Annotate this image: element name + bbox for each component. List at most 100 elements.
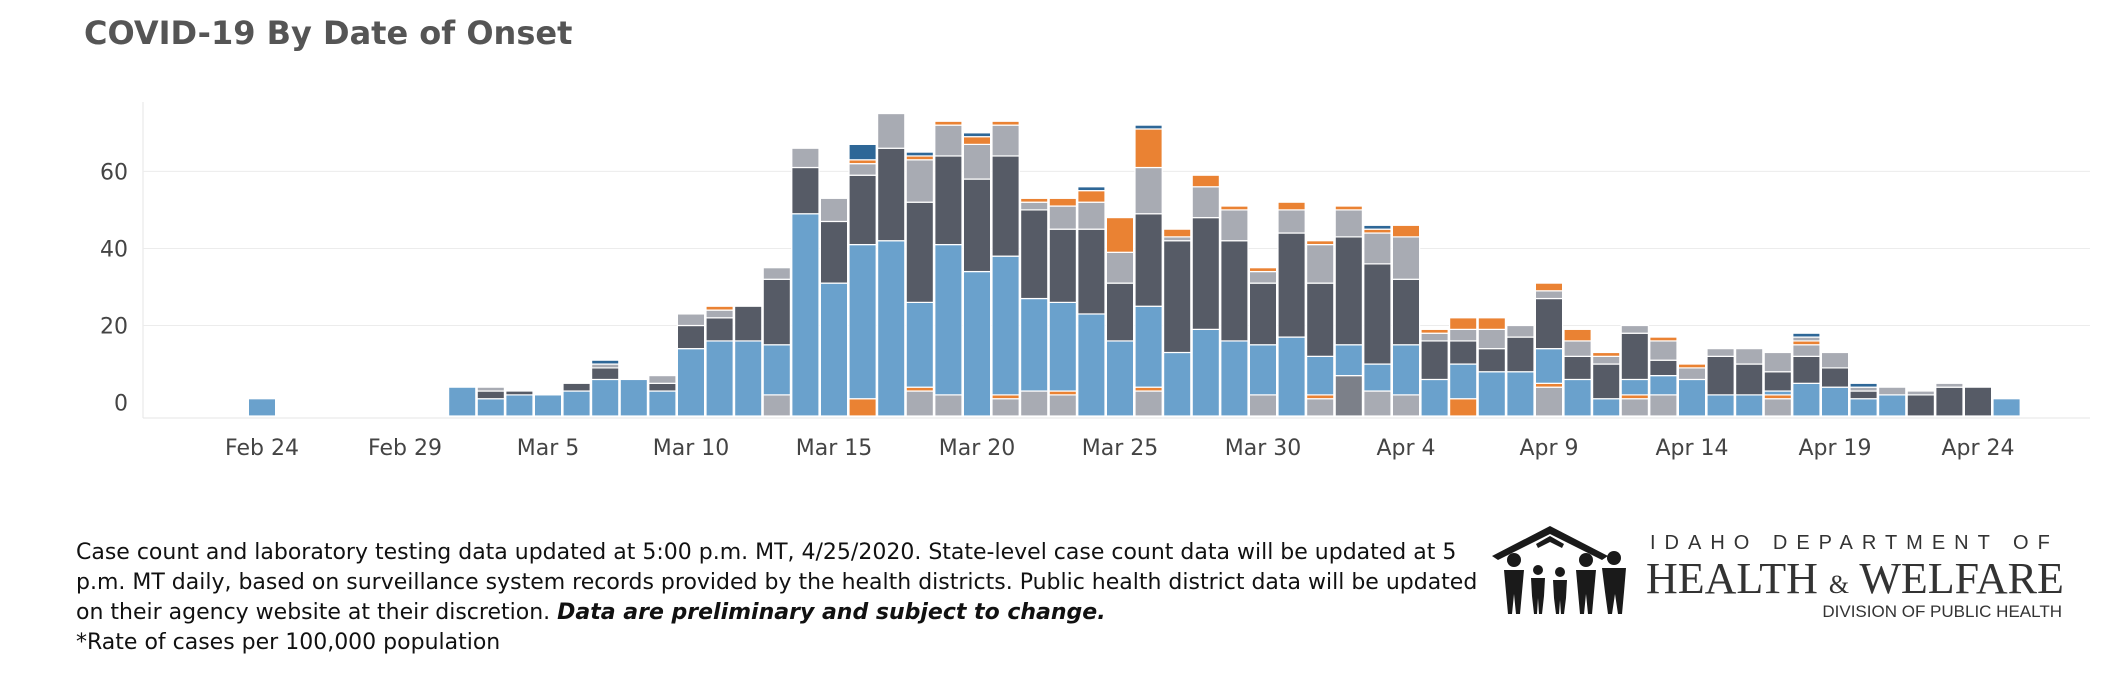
bar-2020-04-04[interactable] xyxy=(1391,224,1421,417)
bar-segment-blue_light xyxy=(1534,348,1564,384)
bar-2020-03-26[interactable] xyxy=(1134,124,1163,417)
bar-2020-04-09[interactable] xyxy=(1534,282,1564,417)
bar-2020-03-23[interactable] xyxy=(1048,197,1077,417)
bar-segment-gray_light xyxy=(1706,348,1735,357)
bar-2020-04-19[interactable] xyxy=(1820,351,1850,417)
bar-2020-03-15[interactable] xyxy=(819,197,849,417)
bar-2020-03-21[interactable] xyxy=(991,120,1020,417)
bar-2020-04-17[interactable] xyxy=(1763,351,1792,417)
bar-segment-gray_light xyxy=(1792,344,1821,357)
bar-segment-gray_light xyxy=(1363,232,1392,265)
bar-2020-03-02[interactable] xyxy=(448,386,477,417)
bar-2020-04-10[interactable] xyxy=(1563,328,1592,417)
bar-2020-03-04[interactable] xyxy=(505,390,534,417)
bar-2020-04-22[interactable] xyxy=(1906,390,1935,417)
bar-2020-03-10[interactable] xyxy=(676,313,706,417)
bar-2020-03-30[interactable] xyxy=(1248,267,1278,417)
bar-2020-04-08[interactable] xyxy=(1506,324,1535,417)
bar-segment-gray_light xyxy=(1077,201,1106,230)
bar-segment-gray_light xyxy=(762,394,792,417)
bar-segment-blue_light xyxy=(762,344,792,396)
bar-2020-03-03[interactable] xyxy=(476,386,506,417)
bar-segment-gray_light xyxy=(991,398,1020,417)
bar-2020-03-16[interactable] xyxy=(848,143,877,417)
bar-segment-blue_light xyxy=(1563,378,1592,417)
bar-segment-blue_light xyxy=(1191,328,1220,417)
bar-2020-03-12[interactable] xyxy=(733,305,763,417)
bar-2020-04-03[interactable] xyxy=(1363,224,1392,417)
bar-segment-gray_light xyxy=(991,124,1020,157)
bar-2020-03-24[interactable] xyxy=(1077,186,1106,417)
bar-segment-gray_light xyxy=(934,124,963,157)
bar-2020-04-05[interactable] xyxy=(1420,328,1449,417)
bar-segment-gray_light xyxy=(1048,394,1077,417)
stacked-bar-chart: 0 20 40 60 Feb 24 Feb 29 Mar 5 Mar 10 Mar 15 Mar … xyxy=(100,102,2090,461)
bar-2020-03-28[interactable] xyxy=(1191,174,1220,417)
bar-2020-04-13[interactable] xyxy=(1649,336,1678,417)
bar-2020-04-07[interactable] xyxy=(1477,317,1506,417)
bar-2020-03-19[interactable] xyxy=(934,120,963,417)
idaho-dhw-logo: IDAHO DEPARTMENT OF HEALTH & WELFARE DIV… xyxy=(1490,518,2070,628)
bar-segment-gray_light xyxy=(1763,351,1792,373)
bar-2020-04-18[interactable] xyxy=(1792,332,1821,417)
bar-segment-charcoal xyxy=(1563,355,1592,381)
footnote-emphasis: Data are preliminary and subject to chan… xyxy=(557,600,1106,625)
bar-segment-blue_light xyxy=(533,394,563,417)
bar-segment-orange xyxy=(1563,328,1592,342)
bar-segment-orange xyxy=(1677,363,1707,369)
bar-2020-03-25[interactable] xyxy=(1105,217,1135,417)
bar-2020-04-24[interactable] xyxy=(1963,386,1993,417)
bar-2020-03-11[interactable] xyxy=(705,305,734,417)
bar-2020-03-09[interactable] xyxy=(648,375,677,417)
bar-2020-02-24[interactable] xyxy=(247,398,277,417)
bar-segment-charcoal xyxy=(1134,213,1163,307)
bar-segment-charcoal xyxy=(848,174,877,246)
bar-2020-03-29[interactable] xyxy=(1220,205,1249,417)
bar-segment-charcoal xyxy=(1019,209,1049,300)
bar-2020-03-06[interactable] xyxy=(562,382,591,417)
bar-segment-gray_light xyxy=(1134,390,1163,417)
bar-segment-gray_light xyxy=(1220,209,1249,242)
bar-2020-03-20[interactable] xyxy=(962,132,992,417)
bar-2020-03-05[interactable] xyxy=(533,394,563,417)
bar-2020-03-13[interactable] xyxy=(762,267,792,417)
bar-2020-04-20[interactable] xyxy=(1849,382,1878,417)
bar-2020-04-25[interactable] xyxy=(1992,398,2021,417)
bar-2020-03-14[interactable] xyxy=(791,147,820,417)
y-tick-label: 40 xyxy=(100,237,128,262)
bar-segment-blue_light xyxy=(590,378,620,417)
bar-segment-blue_dark xyxy=(1077,186,1106,192)
bar-2020-04-02[interactable] xyxy=(1334,205,1363,417)
bar-2020-04-21[interactable] xyxy=(1877,386,1907,417)
bar-segment-charcoal xyxy=(505,390,534,396)
bar-segment-blue_dark xyxy=(1849,382,1878,388)
bar-segment-charcoal xyxy=(1305,282,1335,357)
bar-2020-03-07[interactable] xyxy=(590,359,620,417)
bar-2020-04-15[interactable] xyxy=(1706,348,1735,417)
bar-2020-03-27[interactable] xyxy=(1162,228,1192,417)
bar-2020-04-23[interactable] xyxy=(1935,382,1964,417)
bar-segment-charcoal xyxy=(733,305,763,342)
bar-2020-04-01[interactable] xyxy=(1305,240,1335,417)
bar-2020-03-17[interactable] xyxy=(876,112,906,417)
bar-segment-gray_mid xyxy=(1334,375,1363,417)
x-tick-label: Mar 30 xyxy=(1225,436,1302,461)
bar-segment-blue_light xyxy=(1677,378,1707,417)
bar-segment-charcoal xyxy=(1706,355,1735,396)
bar-2020-04-14[interactable] xyxy=(1677,363,1707,417)
footnote: Case count and laboratory testing data u… xyxy=(76,538,1506,658)
logo-ampersand: & xyxy=(1828,570,1850,599)
bar-2020-04-11[interactable] xyxy=(1591,351,1621,417)
bar-segment-blue_light xyxy=(1820,386,1850,417)
bar-segment-charcoal xyxy=(1248,282,1278,346)
bar-segment-charcoal xyxy=(1477,348,1506,373)
bar-2020-04-06[interactable] xyxy=(1448,317,1478,417)
bar-2020-03-18[interactable] xyxy=(905,151,935,417)
bar-2020-04-12[interactable] xyxy=(1620,324,1649,417)
bar-segment-gray_light xyxy=(934,394,963,417)
bar-2020-04-16[interactable] xyxy=(1734,348,1764,417)
bar-2020-03-08[interactable] xyxy=(619,378,649,417)
bar-2020-03-22[interactable] xyxy=(1019,197,1049,417)
bar-2020-03-31[interactable] xyxy=(1277,201,1306,417)
bar-segment-blue_light xyxy=(448,386,477,417)
